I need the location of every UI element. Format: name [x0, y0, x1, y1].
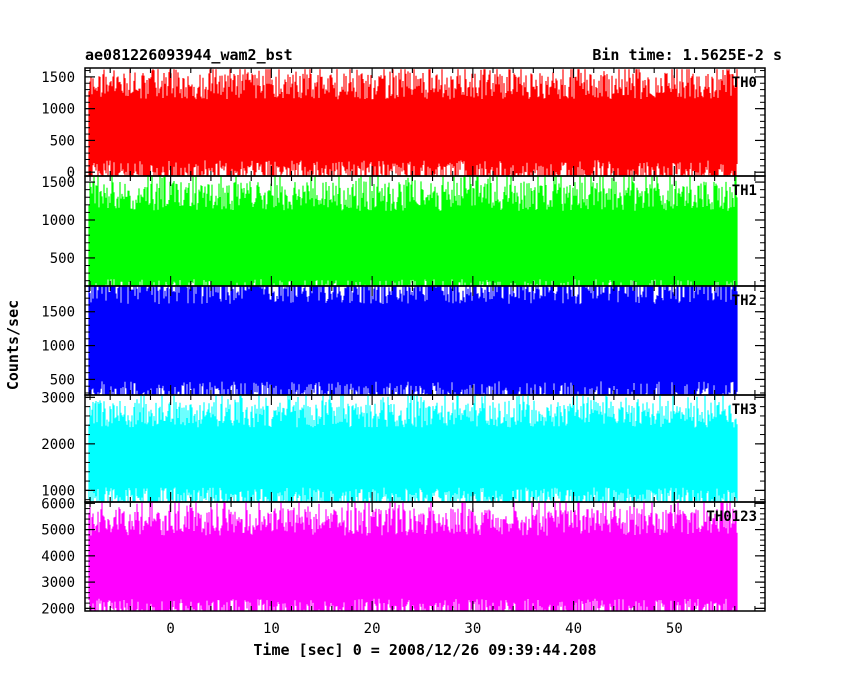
y-tick-label: 6000: [41, 496, 75, 512]
y-tick-label: 5000: [41, 523, 75, 539]
y-tick-label: 2000: [41, 437, 75, 453]
series-th0123: [88, 502, 738, 611]
panel-name-label: TH0123: [706, 509, 757, 525]
y-tick-label: 4000: [41, 549, 75, 565]
panel-th2: 500 1000 1500 TH2: [41, 285, 766, 396]
chart-title-left: ae081226093944_wam2_bst: [85, 46, 293, 64]
series-th1: [88, 176, 738, 286]
y-tick-label: 3000: [41, 575, 75, 591]
y-tick-label: 1000: [41, 102, 75, 118]
panel-th0: 0 500 1000 1500 TH0: [41, 67, 766, 181]
x-tick-label: 30: [464, 621, 481, 637]
y-tick-label: 3000: [41, 390, 75, 406]
series-th3: [88, 395, 738, 502]
chart-title-right: Bin time: 1.5625E-2 s: [592, 46, 782, 64]
panel-th3: 1000 2000 3000 TH3: [41, 390, 766, 503]
y-tick-label: 1500: [41, 70, 75, 86]
x-tick-label: 10: [263, 621, 280, 637]
panel-name-label: TH0: [732, 75, 757, 91]
y-tick-label: 0: [67, 165, 75, 181]
x-tick-label: 50: [666, 621, 683, 637]
x-tick-label: 0: [166, 621, 174, 637]
y-tick-label: 1000: [41, 483, 75, 499]
y-tick-label: 500: [50, 251, 75, 267]
y-tick-label: 1500: [41, 305, 75, 321]
y-tick-label: 500: [50, 133, 75, 149]
panel-name-label: TH2: [732, 293, 757, 309]
x-tick-label: 40: [565, 621, 582, 637]
y-tick-label: 1000: [41, 339, 75, 355]
panel-frame: [84, 501, 766, 612]
panel-th0123: 2000 3000 4000 5000 6000 TH0123: [41, 496, 766, 617]
panel-name-label: TH1: [732, 183, 757, 199]
series-th0: [88, 69, 738, 176]
panel-name-label: TH3: [732, 402, 757, 418]
y-axis-label: Counts/sec: [4, 300, 22, 390]
y-tick-label: 1500: [41, 175, 75, 191]
y-tick-label: 1000: [41, 213, 75, 229]
y-tick-label: 500: [50, 372, 75, 388]
x-axis-label: Time [sec] 0 = 2008/12/26 09:39:44.208: [253, 641, 596, 659]
x-tick-label: 20: [364, 621, 381, 637]
y-tick-label: 2000: [41, 601, 75, 617]
series-th2: [88, 286, 738, 395]
